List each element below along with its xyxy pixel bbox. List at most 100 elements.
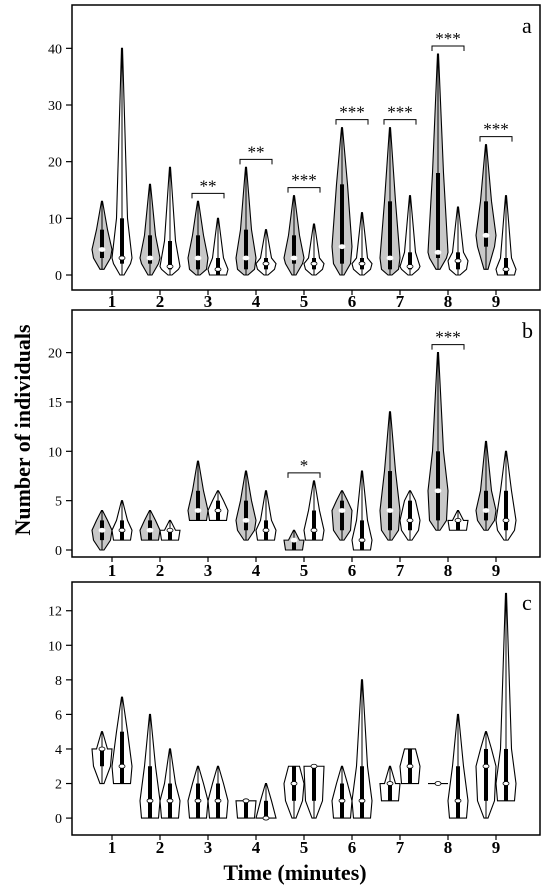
panel-label: c (522, 590, 532, 615)
x-tick-label: 2 (156, 838, 165, 857)
violin-box (340, 500, 344, 531)
significance-bracket (287, 187, 321, 193)
violin-box (388, 201, 392, 270)
violin-box (504, 748, 508, 801)
y-axis-label: Number of individuals (10, 324, 35, 536)
violin-box (244, 500, 248, 531)
violin-box (340, 184, 344, 264)
y-tick-label: 12 (48, 605, 62, 620)
violin-median (502, 781, 510, 786)
x-tick-label: 7 (396, 292, 405, 311)
violin-median (146, 798, 154, 804)
violin-median (262, 815, 270, 821)
violin-box (360, 766, 364, 819)
violin-median (406, 517, 414, 523)
y-tick-label: 20 (48, 347, 62, 362)
violin-box (148, 766, 152, 819)
violin-median (118, 527, 126, 533)
significance-label: *** (291, 171, 317, 190)
violin-median (290, 537, 298, 543)
violin-median (194, 798, 202, 804)
violin-median (214, 266, 222, 272)
x-tick-label: 6 (348, 838, 357, 857)
violin-box (100, 229, 104, 258)
violin-median (386, 781, 394, 786)
violin-median (406, 763, 414, 769)
x-tick-label: 9 (492, 561, 501, 580)
plot-frame (71, 581, 541, 836)
x-tick-label: 2 (156, 292, 165, 311)
violin-median (434, 488, 442, 494)
violin-median (166, 527, 174, 533)
violin-box (504, 258, 508, 275)
significance-label: ** (248, 142, 265, 161)
violin-box (244, 800, 248, 819)
violin-median (214, 508, 222, 513)
significance-label: *** (387, 103, 413, 122)
violin-box (408, 252, 412, 270)
y-tick-label: 40 (48, 42, 62, 57)
x-tick-label: 9 (492, 838, 501, 857)
violin-box (312, 510, 316, 541)
violin-median (338, 244, 346, 250)
violin-box (484, 201, 488, 247)
violin-box (484, 490, 488, 521)
violin-box (168, 241, 172, 270)
violin-box (388, 783, 392, 801)
violin-median (358, 798, 366, 804)
significance-bracket (431, 344, 465, 350)
violin-median (118, 763, 126, 769)
violin-box (264, 800, 268, 819)
y-tick-label: 5 (55, 495, 62, 510)
violin-box (388, 471, 392, 531)
violin-median (310, 763, 318, 769)
x-tick-label: 1 (108, 292, 117, 311)
violin-median (358, 261, 366, 267)
violin-median (454, 798, 462, 804)
significance-bracket (383, 119, 417, 125)
violin-median (310, 261, 318, 267)
y-tick-label: 8 (55, 674, 62, 689)
significance-bracket (335, 119, 369, 125)
violin-box (292, 540, 296, 550)
x-tick-label: 5 (300, 292, 309, 311)
violin-median (386, 255, 394, 261)
violin-box (244, 229, 248, 270)
violin-median (146, 527, 154, 533)
x-tick-label: 2 (156, 561, 165, 580)
x-tick-label: 6 (348, 561, 357, 580)
violin-median (98, 527, 106, 533)
significance-bracket (191, 192, 225, 199)
y-tick-label: 0 (55, 812, 62, 827)
y-tick-label: 4 (55, 743, 62, 758)
violin-median (262, 527, 270, 533)
violin-box (484, 748, 488, 801)
x-tick-label: 1 (108, 838, 117, 857)
x-tick-label: 5 (300, 561, 309, 580)
violin-box (168, 530, 172, 541)
violin-median (98, 746, 106, 752)
y-tick-label: 2 (55, 778, 62, 793)
violin-median (338, 798, 346, 804)
violin-median (194, 255, 202, 261)
x-tick-label: 4 (252, 838, 261, 857)
violin-box (120, 731, 124, 784)
y-tick-label: 6 (55, 708, 62, 723)
x-tick-label: 1 (108, 561, 117, 580)
x-tick-label: 3 (204, 292, 213, 311)
violin-box (292, 235, 296, 264)
violin-median (166, 264, 174, 269)
significance-bracket (239, 158, 273, 165)
violin-median (386, 508, 394, 513)
violin-box (504, 490, 508, 531)
panel-label: a (522, 13, 532, 38)
plot-frame (71, 4, 541, 291)
y-tick-label: 15 (48, 396, 62, 411)
significance-label: *** (339, 103, 365, 122)
violin-median (454, 517, 462, 523)
violin-median (98, 247, 106, 252)
x-tick-label: 7 (396, 838, 405, 857)
violin-median (454, 258, 462, 264)
